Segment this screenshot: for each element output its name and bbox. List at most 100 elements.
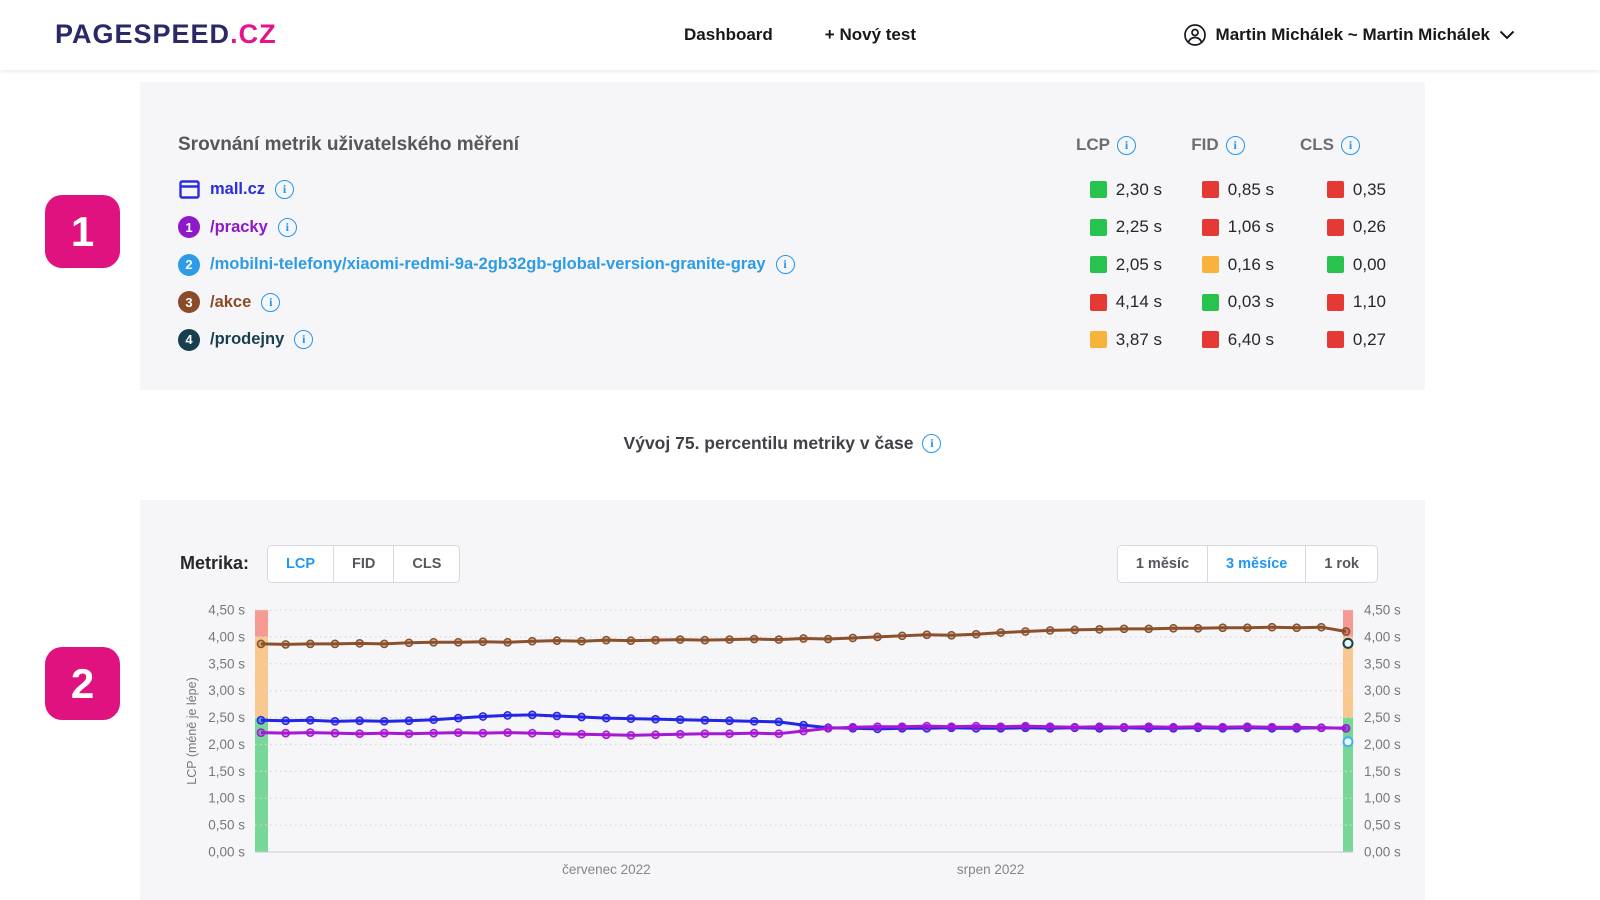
pagespeed-logo[interactable]: PAGESPEED.CZ bbox=[55, 19, 277, 50]
series-marker[interactable] bbox=[478, 728, 488, 738]
series-marker[interactable] bbox=[799, 726, 808, 736]
series-marker[interactable] bbox=[1316, 622, 1326, 632]
series-marker[interactable] bbox=[873, 722, 882, 732]
page-info-icon[interactable]: i bbox=[775, 255, 795, 275]
series-marker[interactable] bbox=[947, 630, 956, 640]
series-marker[interactable] bbox=[675, 635, 685, 644]
series-marker[interactable] bbox=[1095, 625, 1104, 634]
series-marker[interactable] bbox=[355, 729, 364, 739]
series-marker[interactable] bbox=[774, 729, 784, 739]
series-marker[interactable] bbox=[1070, 625, 1080, 635]
series-marker[interactable] bbox=[256, 639, 266, 649]
series-marker[interactable] bbox=[1045, 722, 1055, 732]
series-marker[interactable] bbox=[1267, 722, 1277, 732]
page-link[interactable]: /pracky bbox=[210, 217, 268, 236]
user-menu[interactable]: Martin Michálek ~ Martin Michálek bbox=[1183, 0, 1515, 70]
series-marker[interactable] bbox=[256, 715, 266, 725]
series-marker[interactable] bbox=[1021, 627, 1030, 636]
series-marker[interactable] bbox=[1144, 624, 1154, 634]
series-marker[interactable] bbox=[996, 722, 1006, 732]
series-marker[interactable] bbox=[503, 711, 512, 720]
series-marker[interactable] bbox=[601, 635, 611, 645]
series-marker[interactable] bbox=[651, 635, 660, 645]
series-marker[interactable] bbox=[1316, 723, 1326, 733]
series-marker[interactable] bbox=[379, 639, 389, 649]
series-marker[interactable] bbox=[1292, 722, 1302, 732]
series-marker[interactable] bbox=[330, 728, 340, 738]
series-marker[interactable] bbox=[404, 729, 414, 739]
range-button-1-měsíc[interactable]: 1 měsíc bbox=[1117, 546, 1208, 582]
series-marker[interactable] bbox=[453, 728, 463, 737]
series-marker[interactable] bbox=[429, 715, 438, 725]
series-marker[interactable] bbox=[749, 634, 759, 644]
series-marker[interactable] bbox=[626, 730, 636, 740]
series-marker[interactable] bbox=[527, 636, 537, 646]
page-info-icon[interactable]: i bbox=[275, 180, 295, 200]
page-link[interactable]: /mobilni-telefony/xiaomi-redmi-9a-2gb32g… bbox=[210, 255, 766, 274]
series-marker[interactable] bbox=[379, 716, 389, 726]
series-marker[interactable] bbox=[873, 632, 882, 642]
series-marker[interactable] bbox=[1169, 623, 1178, 633]
page-info-icon[interactable]: i bbox=[261, 292, 281, 312]
series-marker[interactable] bbox=[897, 722, 907, 732]
series-marker[interactable] bbox=[1169, 722, 1178, 732]
series-marker[interactable] bbox=[478, 712, 488, 721]
series-marker[interactable] bbox=[552, 711, 562, 721]
series-marker[interactable] bbox=[330, 716, 340, 726]
series-marker[interactable] bbox=[897, 631, 907, 641]
series-marker[interactable] bbox=[1243, 722, 1252, 732]
page-link[interactable]: /prodejny bbox=[210, 330, 285, 349]
series-marker[interactable] bbox=[700, 635, 710, 645]
series-marker[interactable] bbox=[1341, 723, 1351, 733]
series-marker[interactable] bbox=[503, 728, 512, 737]
series-marker[interactable] bbox=[429, 728, 438, 738]
series-marker[interactable] bbox=[651, 730, 660, 740]
series-marker[interactable] bbox=[922, 721, 932, 731]
metric-button-fid[interactable]: FID bbox=[333, 546, 394, 582]
series-marker[interactable] bbox=[1193, 623, 1203, 633]
series-marker[interactable] bbox=[281, 716, 291, 726]
series-marker[interactable] bbox=[577, 636, 586, 646]
series-marker[interactable] bbox=[1193, 722, 1203, 732]
nav-link-dashboard[interactable]: Dashboard bbox=[684, 25, 773, 44]
end-point--mobilni-telefony-xi[interactable] bbox=[1342, 736, 1354, 748]
series-marker[interactable] bbox=[281, 728, 291, 738]
series-marker[interactable] bbox=[700, 715, 710, 725]
trend-title-info-icon[interactable]: i bbox=[922, 434, 942, 453]
page-link[interactable]: /akce bbox=[210, 292, 252, 311]
range-button-3-měsíce[interactable]: 3 měsíce bbox=[1207, 546, 1306, 582]
series-marker[interactable] bbox=[799, 634, 808, 643]
series-marker[interactable] bbox=[1144, 722, 1154, 732]
series-marker[interactable] bbox=[725, 635, 734, 644]
series-marker[interactable] bbox=[922, 630, 932, 640]
series-marker[interactable] bbox=[749, 728, 759, 738]
series-marker[interactable] bbox=[552, 729, 562, 739]
series-marker[interactable] bbox=[725, 716, 734, 726]
series-marker[interactable] bbox=[453, 637, 463, 647]
range-button-1-rok[interactable]: 1 rok bbox=[1305, 546, 1377, 582]
series-marker[interactable] bbox=[429, 637, 438, 647]
series-marker[interactable] bbox=[799, 720, 808, 730]
series-marker[interactable] bbox=[601, 730, 611, 740]
series-marker[interactable] bbox=[848, 633, 858, 643]
series-marker[interactable] bbox=[527, 710, 537, 720]
series-marker[interactable] bbox=[1095, 722, 1104, 732]
series-marker[interactable] bbox=[577, 712, 586, 722]
series-marker[interactable] bbox=[774, 717, 784, 727]
nav-link-new-test[interactable]: + Nový test bbox=[824, 25, 916, 44]
series-marker[interactable] bbox=[947, 722, 956, 732]
series-marker[interactable] bbox=[996, 628, 1006, 637]
series-marker[interactable] bbox=[1119, 624, 1129, 634]
column-head-info-icon[interactable]: i bbox=[1225, 135, 1245, 155]
column-head-info-icon[interactable]: i bbox=[1117, 135, 1136, 155]
series-marker[interactable] bbox=[601, 713, 611, 723]
series-marker[interactable] bbox=[256, 728, 266, 737]
series-marker[interactable] bbox=[355, 638, 364, 648]
series-marker[interactable] bbox=[379, 728, 389, 738]
page-info-icon[interactable]: i bbox=[294, 330, 314, 350]
series-marker[interactable] bbox=[1218, 722, 1228, 732]
series-marker[interactable] bbox=[971, 629, 981, 639]
page-link[interactable]: mall.cz bbox=[210, 180, 266, 199]
series-marker[interactable] bbox=[971, 721, 981, 731]
series-marker[interactable] bbox=[774, 635, 784, 644]
